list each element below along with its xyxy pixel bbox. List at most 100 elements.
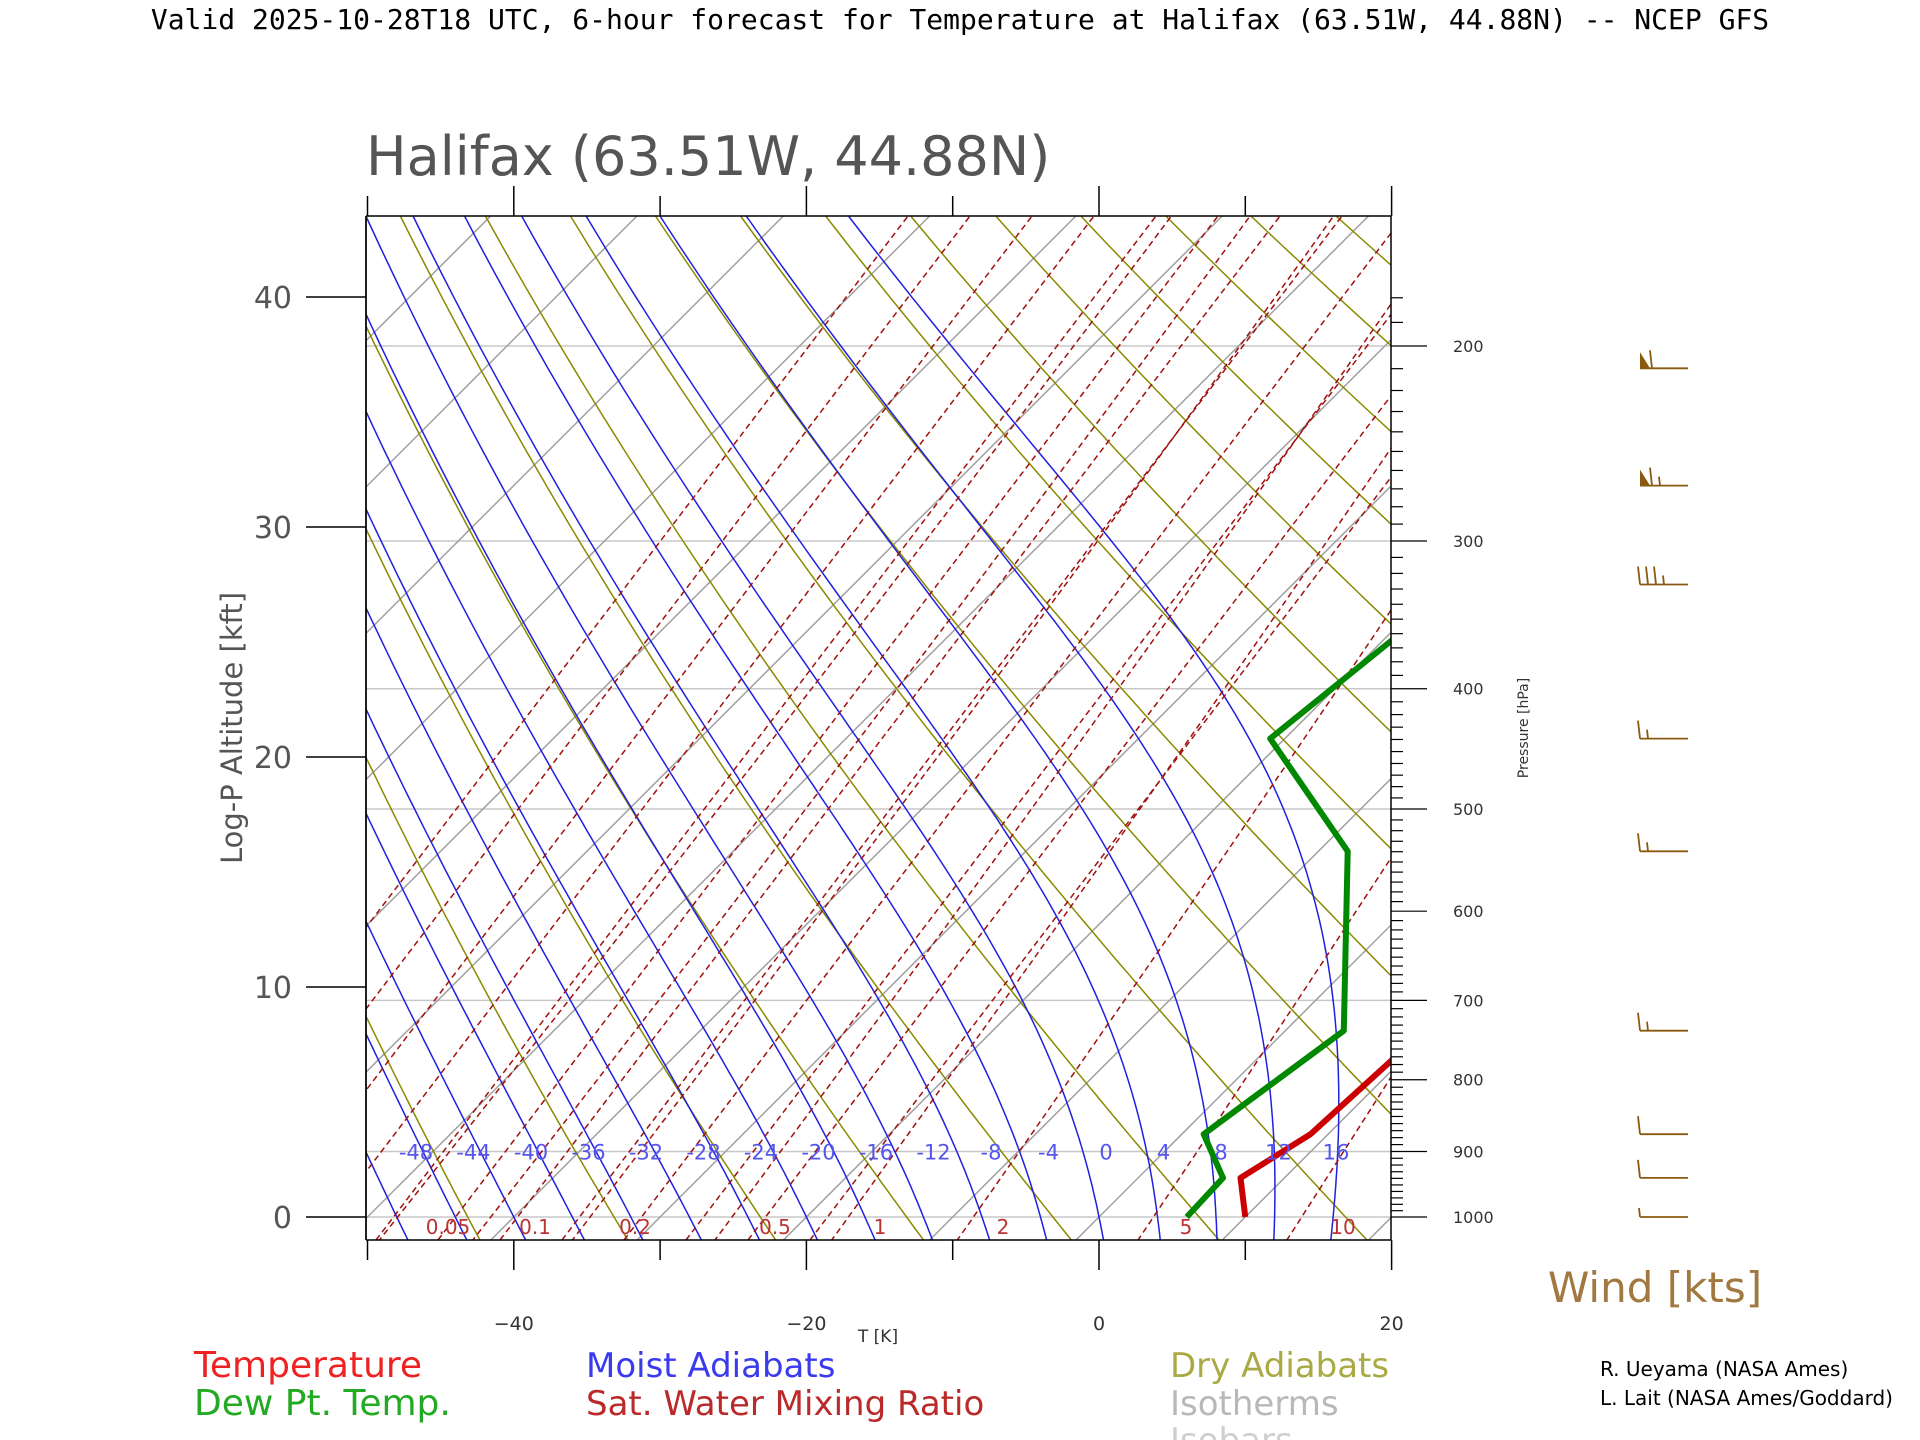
y-tick-label: 0 [273,1201,292,1236]
pressure-tick-label: 800 [1453,1071,1484,1090]
mixing-ratio-line [375,216,1157,1240]
temperature-profile [1237,1056,1391,1218]
dry-adiabat-line [366,755,629,1240]
isotherm-line [366,216,1077,927]
isotherm-line [366,216,1223,1074]
legend-isobars: Isobars [1170,1421,1293,1440]
mixing-ratio-line [1137,856,1391,1240]
moist-adiabat-line [521,216,1105,1240]
moist-adiabat-label: 16 [1323,1140,1350,1164]
moist-adiabat-label: -16 [859,1140,893,1164]
moist-adiabat-label: -28 [686,1140,720,1164]
y-tick-label: 30 [254,511,292,546]
dry-adiabat-line [655,216,1391,1116]
mixing-ratio-label: 5 [1180,1215,1193,1239]
y-axis-label: Log-P Altitude [kft] [215,592,249,864]
moist-adiabat-label: -36 [571,1140,605,1164]
isotherm-line [0,216,344,1240]
moist-adiabat-line [366,811,586,1240]
legend-mixing-ratio: Sat. Water Mixing Ratio [586,1384,984,1424]
dry-adiabat-line [1762,217,1920,1266]
wind-barb [1637,1012,1688,1032]
chart-title: Halifax (63.51W, 44.88N) [366,125,1050,188]
legend-dry-adiabats: Dry Adiabats [1170,1346,1389,1386]
wind-barb-feather [1649,350,1653,369]
moist-adiabat-label: 4 [1157,1140,1170,1164]
header-title: Valid 2025-10-28T18 UTC, 6-hour forecast… [151,3,1769,36]
isotherm-line [929,777,1391,1240]
wind-barb-feather [1637,1159,1641,1178]
dry-adiabat-line [0,217,195,1266]
legend-dewpoint: Dew Pt. Temp. [194,1383,451,1424]
moist-adiabat-line [366,1150,409,1240]
isotherm-line [1075,923,1391,1240]
isotherm-line [1808,216,1920,1240]
wind-barb-half-feather [1646,1021,1649,1031]
mixing-ratio-line [1431,217,1920,1266]
dry-adiabat-line [366,324,925,1240]
mixing-ratio-line [366,216,1095,1173]
x-axis-label: T [K] [857,1327,898,1347]
mixing-ratio-line [1285,1075,1391,1240]
mixing-ratio-line [623,231,1391,1240]
profile-lines [1184,637,1391,1220]
moist-adiabat-line [366,507,761,1240]
mixing-ratio-label: 0.2 [619,1215,651,1239]
dry-adiabat-line [1165,216,1391,433]
moist-adiabat-line [366,312,876,1240]
mixing-ratio-label: 1 [874,1215,887,1239]
moist-adiabat-line [366,216,934,1240]
wind-barb [1638,1207,1688,1218]
wind-barb-half-feather [1646,729,1649,739]
isotherm-line [1221,1070,1391,1240]
moist-adiabat-label: 12 [1265,1140,1292,1164]
mixing-ratio-line [714,302,1391,1240]
mixing-ratio-line [747,394,1391,1240]
mixing-ratio-line [366,216,971,1011]
moist-adiabat-label: 0 [1099,1140,1112,1164]
background-grid [0,216,1920,1266]
moist-adiabat-line [366,707,644,1240]
wind-barb-feather [1637,833,1641,852]
mixing-ratio-line [471,216,1251,1240]
y-tick-label: 40 [254,281,292,316]
dry-adiabat-line [1592,217,1920,1266]
mixing-ratio-line [437,216,1219,1240]
x-tick-label: −40 [494,1313,534,1335]
dry-adiabat-line [1250,216,1391,347]
wind-barb-feather [1637,1012,1641,1031]
mixing-ratio-line [366,216,1033,1092]
isotherm-line [366,216,784,635]
dry-adiabat-line [570,216,1369,1240]
wind-barb [1640,350,1688,370]
mixing-ratio-line [366,216,909,929]
wind-barb [1637,720,1688,740]
mixing-ratio-line [1658,217,1920,1266]
mixing-ratio-label: 0.05 [426,1215,471,1239]
moist-adiabat-line [745,216,1276,1240]
moist-adiabat-line [366,606,703,1240]
dewpoint-profile [1184,637,1391,1220]
dry-adiabat-line [1335,216,1391,267]
dry-adiabat-line [1847,217,1920,1266]
mixing-ratio-label: 0.5 [759,1215,791,1239]
wind-barb-pennant [1640,469,1650,486]
pressure-tick-label: 400 [1453,680,1484,699]
dry-adiabat-line [485,216,1221,1240]
x-tick-label: −20 [786,1313,826,1335]
isotherm-line [0,216,198,1240]
wind-barb-feather [1637,720,1641,739]
moist-adiabat-label: -4 [1038,1140,1059,1164]
moist-adiabat-label: -24 [744,1140,778,1164]
mixing-ratio-line [571,216,1334,1240]
isotherm-line [636,485,1391,1240]
wind-barb [1637,833,1688,853]
moist-adiabat-label: -8 [981,1140,1002,1164]
moist-adiabat-line [366,919,527,1240]
isotherm-line [0,216,52,1240]
mixing-ratio-line [499,216,1281,1240]
isotherm-line [1515,216,1920,1240]
dry-adiabat-line [366,1014,481,1240]
dry-adiabat-line [825,216,1391,850]
dry-adiabat-line [0,217,344,1266]
